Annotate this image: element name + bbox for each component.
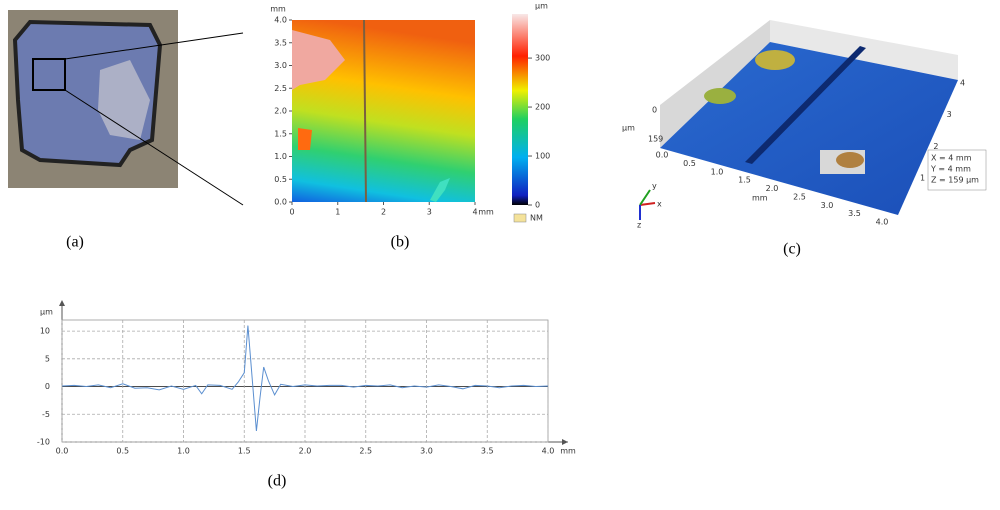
x-tick-label: 1.0 bbox=[177, 447, 190, 456]
z-tick-label: 159 bbox=[648, 135, 663, 144]
x-tick-label: 1.5 bbox=[738, 176, 751, 185]
x-tick-label: 3.5 bbox=[848, 209, 861, 218]
y-tick-label: 4.0 bbox=[274, 16, 287, 25]
info-line: Z = 159 µm bbox=[931, 176, 979, 185]
panel-label: (c) bbox=[783, 241, 801, 258]
colorbar-unit: µm bbox=[535, 2, 548, 11]
y-tick-label: 0 bbox=[45, 382, 50, 391]
y-tick-label: 5 bbox=[45, 354, 50, 363]
y-tick-label: 1.0 bbox=[274, 152, 287, 161]
x-tick-label: 1 bbox=[335, 208, 340, 217]
x-tick-label: 0.0 bbox=[56, 447, 69, 456]
info-line: Y = 4 mm bbox=[930, 165, 971, 174]
x-tick-label: 3.5 bbox=[481, 447, 494, 456]
heatmap bbox=[292, 14, 528, 223]
info-line: X = 4 mm bbox=[931, 154, 972, 163]
x-tick-label: 3.0 bbox=[821, 201, 834, 210]
x-tick-label: 0.5 bbox=[683, 159, 696, 168]
x-tick-label: 4.0 bbox=[876, 218, 889, 227]
x-tick-label: 3 bbox=[427, 208, 432, 217]
colorbar-tick-label: 0 bbox=[535, 201, 540, 210]
colorbar-tick-label: 300 bbox=[535, 54, 550, 63]
y-tick-label: 3.0 bbox=[274, 61, 287, 70]
x-tick-label: 2 bbox=[381, 208, 386, 217]
axis-name: y bbox=[652, 182, 657, 191]
x-tick-label: 2.0 bbox=[766, 184, 779, 193]
y-tick-label: -10 bbox=[37, 438, 50, 447]
axis-unit: mm bbox=[560, 447, 576, 456]
x-tick-label: 2.0 bbox=[299, 447, 312, 456]
x-tick-label: 4.0 bbox=[542, 447, 555, 456]
x-tick-label: 0.0 bbox=[656, 151, 669, 160]
colorbar-tick-label: 100 bbox=[535, 152, 550, 161]
z-tick-label: 0 bbox=[652, 106, 657, 115]
y-tick-label: 2.5 bbox=[274, 84, 287, 93]
x-tick-label: 3.0 bbox=[420, 447, 433, 456]
x-tick-label: 2.5 bbox=[359, 447, 372, 456]
panel-label: (a) bbox=[66, 234, 84, 251]
y-tick-label: 1 bbox=[920, 174, 925, 183]
y-tick-label: 0.5 bbox=[274, 175, 287, 184]
y-tick-label: 10 bbox=[40, 327, 50, 336]
axis-unit: mm bbox=[478, 208, 494, 217]
y-tick-label: 1.5 bbox=[274, 129, 287, 138]
axis-name: z bbox=[637, 221, 641, 230]
y-tick-label: 4 bbox=[960, 79, 965, 88]
y-tick-label: 2 bbox=[933, 142, 938, 151]
y-tick-label: 0.0 bbox=[274, 198, 287, 207]
axis-unit: mm bbox=[752, 194, 768, 203]
axis-unit: µm bbox=[40, 308, 53, 317]
x-tick-label: 1.5 bbox=[238, 447, 251, 456]
panel-label: (b) bbox=[391, 234, 410, 251]
y-tick-label: -5 bbox=[42, 410, 50, 419]
axis-unit: µm bbox=[622, 124, 635, 133]
axis-unit: mm bbox=[270, 5, 286, 14]
legend-label: NM bbox=[530, 214, 543, 223]
panel-label: (d) bbox=[268, 473, 287, 490]
colorbar-tick-label: 200 bbox=[535, 103, 550, 112]
x-tick-label: 1.0 bbox=[711, 167, 724, 176]
profile-axes bbox=[59, 300, 568, 445]
surface-3d bbox=[639, 20, 987, 220]
x-tick-label: 4 bbox=[472, 208, 477, 217]
y-tick-label: 3.5 bbox=[274, 38, 287, 47]
photo bbox=[8, 10, 244, 206]
axis-name: x bbox=[657, 200, 662, 209]
x-tick-label: 2.5 bbox=[793, 192, 806, 201]
x-tick-label: 0.5 bbox=[116, 447, 129, 456]
y-tick-label: 3 bbox=[947, 110, 952, 119]
x-tick-label: 0 bbox=[289, 208, 294, 217]
y-tick-label: 2.0 bbox=[274, 107, 287, 116]
profile-line bbox=[61, 325, 549, 431]
